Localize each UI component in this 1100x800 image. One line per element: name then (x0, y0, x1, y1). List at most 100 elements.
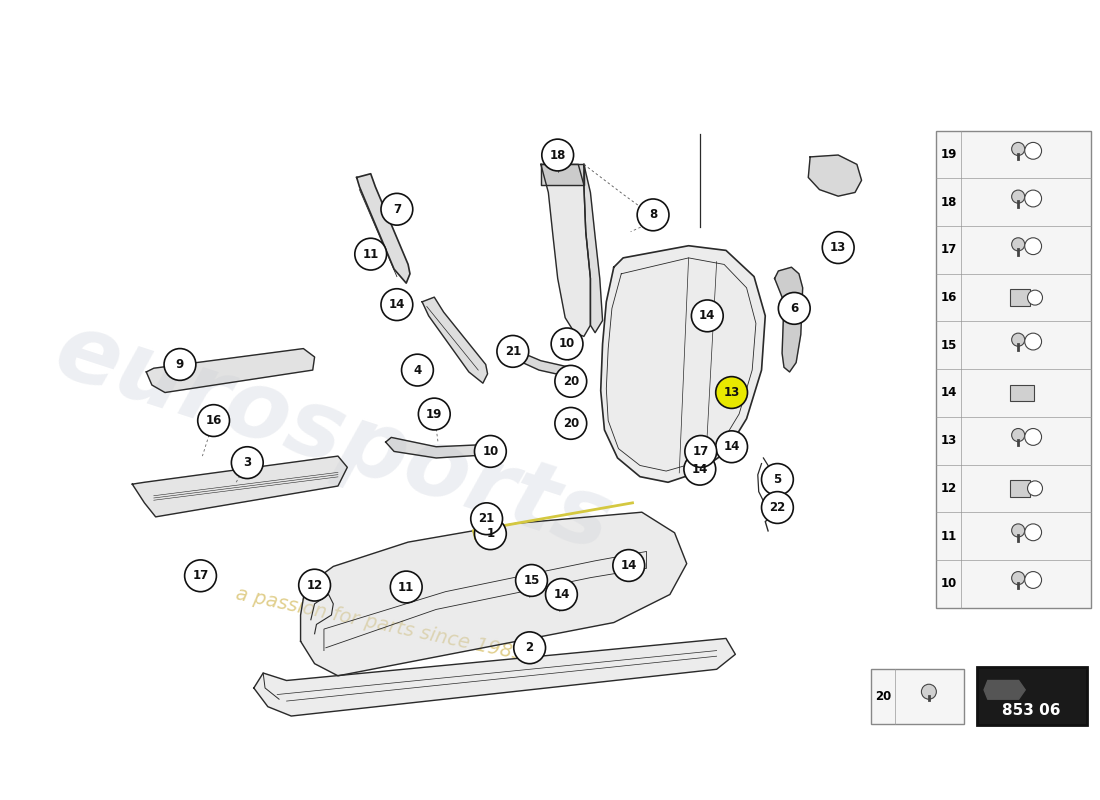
Text: 14: 14 (700, 310, 715, 322)
Text: 12: 12 (940, 482, 957, 495)
Text: 10: 10 (482, 445, 498, 458)
FancyBboxPatch shape (936, 130, 1090, 607)
Text: 3: 3 (243, 456, 251, 469)
FancyBboxPatch shape (1010, 290, 1031, 306)
Circle shape (779, 293, 810, 324)
Circle shape (164, 349, 196, 380)
Polygon shape (984, 681, 1025, 699)
Circle shape (1025, 333, 1042, 350)
Circle shape (1012, 190, 1025, 203)
Circle shape (554, 407, 586, 439)
Text: 14: 14 (620, 559, 637, 572)
Text: 13: 13 (724, 386, 739, 399)
Text: 20: 20 (563, 374, 579, 388)
Polygon shape (386, 438, 499, 458)
FancyBboxPatch shape (871, 670, 965, 723)
Circle shape (381, 289, 412, 321)
Text: 15: 15 (940, 339, 957, 352)
Text: 9: 9 (176, 358, 184, 371)
Circle shape (402, 354, 433, 386)
Text: 19: 19 (940, 148, 957, 161)
Text: 5: 5 (773, 473, 781, 486)
Circle shape (418, 398, 450, 430)
Circle shape (551, 328, 583, 360)
Circle shape (761, 492, 793, 523)
Circle shape (716, 377, 748, 409)
Text: a passion for parts since 1985: a passion for parts since 1985 (234, 585, 526, 664)
Text: 16: 16 (206, 414, 222, 427)
Text: 20: 20 (563, 417, 579, 430)
Circle shape (1025, 238, 1042, 254)
Circle shape (823, 232, 854, 263)
Circle shape (716, 431, 748, 462)
Polygon shape (774, 267, 803, 372)
Circle shape (1025, 524, 1042, 541)
Text: 853 06: 853 06 (1002, 703, 1062, 718)
Circle shape (1012, 429, 1025, 442)
Polygon shape (254, 638, 735, 716)
FancyBboxPatch shape (977, 667, 1087, 726)
Text: 7: 7 (393, 202, 400, 216)
Circle shape (1012, 238, 1025, 251)
Text: 11: 11 (363, 248, 378, 261)
Text: 14: 14 (553, 588, 570, 601)
Text: 11: 11 (398, 581, 415, 594)
Circle shape (1025, 190, 1042, 207)
Text: 20: 20 (874, 690, 891, 703)
Text: 14: 14 (940, 386, 957, 399)
Text: 15: 15 (524, 574, 540, 587)
Text: 13: 13 (940, 434, 957, 447)
Text: 17: 17 (693, 445, 708, 458)
Polygon shape (146, 349, 315, 393)
Circle shape (1025, 142, 1042, 159)
Circle shape (474, 435, 506, 467)
Text: 10: 10 (559, 338, 575, 350)
Circle shape (1027, 481, 1043, 496)
Text: 17: 17 (192, 570, 209, 582)
Circle shape (355, 238, 386, 270)
FancyBboxPatch shape (1010, 480, 1031, 497)
Polygon shape (541, 164, 591, 337)
Text: 10: 10 (940, 578, 957, 590)
Circle shape (922, 684, 936, 699)
Text: 13: 13 (830, 241, 846, 254)
Circle shape (554, 366, 586, 397)
Text: 14: 14 (388, 298, 405, 311)
Text: 6: 6 (790, 302, 799, 315)
Text: 14: 14 (724, 440, 740, 454)
Polygon shape (502, 346, 582, 379)
Text: 4: 4 (414, 363, 421, 377)
Polygon shape (132, 456, 348, 517)
Polygon shape (601, 246, 766, 482)
Circle shape (299, 570, 330, 601)
Text: 18: 18 (940, 196, 957, 209)
Text: 18: 18 (550, 149, 565, 162)
Polygon shape (808, 155, 861, 196)
Circle shape (637, 199, 669, 230)
Circle shape (474, 518, 506, 550)
Polygon shape (422, 297, 487, 383)
Text: 16: 16 (940, 291, 957, 304)
Circle shape (390, 571, 422, 603)
Circle shape (514, 632, 546, 664)
Circle shape (546, 578, 578, 610)
Text: 11: 11 (940, 530, 957, 542)
Text: 12: 12 (307, 578, 322, 592)
Circle shape (1012, 524, 1025, 537)
Circle shape (516, 565, 548, 596)
Circle shape (198, 405, 230, 437)
Circle shape (1012, 333, 1025, 346)
Text: 14: 14 (692, 462, 708, 476)
Text: 8: 8 (649, 208, 657, 222)
Text: 22: 22 (769, 501, 785, 514)
Text: 21: 21 (505, 345, 521, 358)
Polygon shape (356, 174, 410, 283)
Circle shape (542, 139, 573, 171)
Circle shape (761, 463, 793, 495)
Circle shape (1012, 142, 1025, 155)
Polygon shape (300, 512, 686, 676)
Text: 17: 17 (940, 243, 957, 257)
Circle shape (692, 300, 723, 332)
Circle shape (185, 560, 217, 592)
Circle shape (1025, 429, 1042, 446)
